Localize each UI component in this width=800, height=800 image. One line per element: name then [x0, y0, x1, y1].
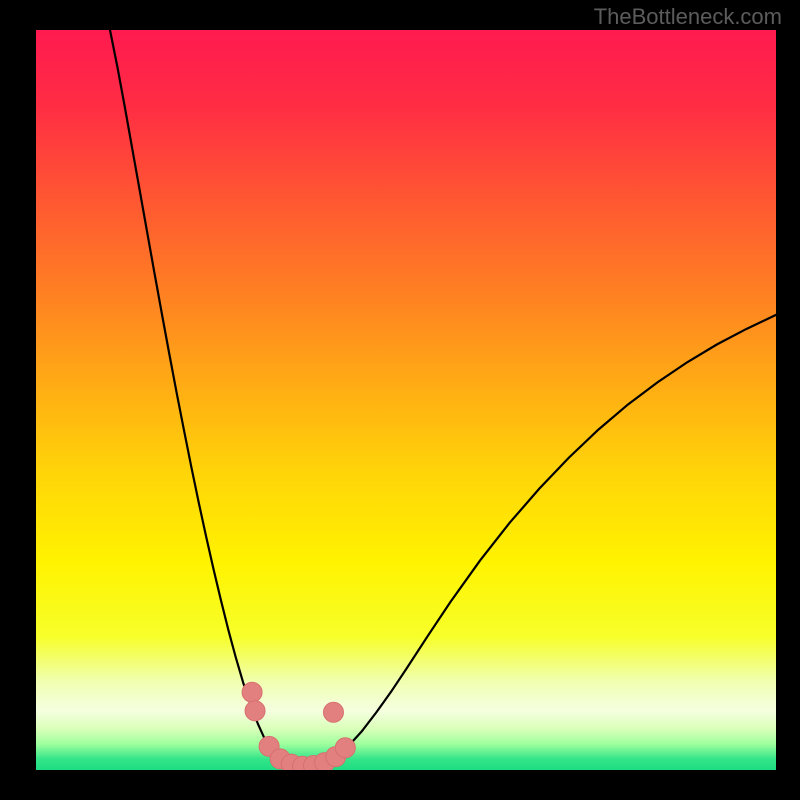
curve-segment: [110, 30, 302, 770]
scatter-point: [323, 702, 343, 722]
bottleneck-curve: [36, 30, 776, 770]
scatter-point: [242, 682, 262, 702]
curve-segment: [302, 315, 776, 770]
scatter-point: [245, 701, 265, 721]
scatter-point: [335, 738, 355, 758]
chart-canvas: TheBottleneck.com: [0, 0, 800, 800]
watermark-text: TheBottleneck.com: [594, 4, 782, 30]
plot-area: [36, 30, 776, 770]
